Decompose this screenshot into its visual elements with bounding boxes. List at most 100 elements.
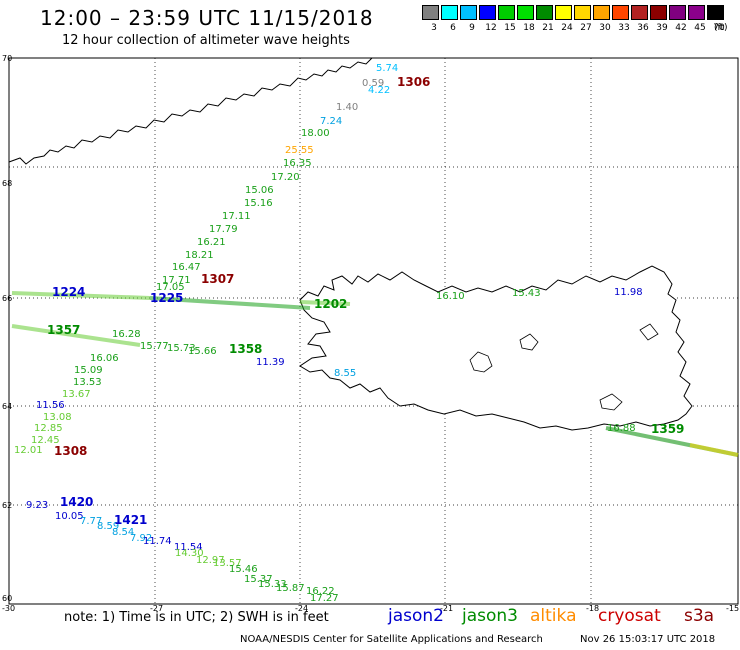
pass-number-label: 1224 <box>52 285 85 299</box>
colorbar-label: 21 <box>542 23 554 33</box>
axis-labels: 70 68 66 64 62 60 -30 -27 -24 -21 -18 -1… <box>2 54 739 613</box>
pass-number-label: 1202 <box>314 297 347 311</box>
lat-label-66: 66 <box>2 294 12 303</box>
satellite-track-segment <box>11 291 151 300</box>
wave-height-label: 15.66 <box>188 346 217 357</box>
wave-height-label: 16.22 <box>306 586 335 597</box>
colorbar-swatch <box>574 5 591 20</box>
lat-label-60: 60 <box>2 594 12 603</box>
pass-labels: 1306 1307 1308 1224 1225 1202 1358 1357 1420 1421… <box>47 75 684 527</box>
colorbar-label: 42 <box>675 23 687 33</box>
wave-height-label: 11.74 <box>143 536 172 547</box>
wave-height-label: 15.37 <box>244 574 273 585</box>
colorbar-label: 9 <box>469 23 475 33</box>
colorbar-swatch <box>536 5 553 20</box>
wave-height-label: 16.88 <box>607 423 636 434</box>
pass-number-label: 1225 <box>150 291 183 305</box>
colorbar-swatch <box>460 5 477 20</box>
satellite-track-segment <box>299 300 351 306</box>
colorbar-label: 18 <box>523 23 535 33</box>
pass-number-label: 1421 <box>114 513 147 527</box>
wave-height-label: 17.79 <box>209 224 238 235</box>
colorbar-label: 27 <box>580 23 592 33</box>
colorbar-unit: (ft) <box>714 23 728 33</box>
footer-timestamp: Nov 26 15:03:17 UTC 2018 <box>580 634 716 645</box>
colorbar-swatch <box>517 5 534 20</box>
wave-height-label: 10.05 <box>55 511 84 522</box>
pass-number-label: 1358 <box>229 342 262 356</box>
wave-height-label: 15.33 <box>258 579 287 590</box>
wave-height-label: 17.20 <box>271 172 300 183</box>
lon-label-30: -30 <box>2 604 15 613</box>
pass-number-label: 1306 <box>397 75 430 89</box>
wave-height-label: 0.59 <box>362 78 384 89</box>
wave-height-label: 4.22 <box>368 85 390 96</box>
colorbar-label: 3 <box>431 23 437 33</box>
wave-height-label: 13.53 <box>73 377 102 388</box>
wave-height-label: 11.39 <box>256 357 285 368</box>
wave-height-label: 16.35 <box>283 158 312 169</box>
colorbar-label: 6 <box>450 23 456 33</box>
wave-height-label: 7.24 <box>320 116 342 127</box>
colorbar-label: 30 <box>599 23 611 33</box>
wave-height-label: 17.11 <box>222 211 251 222</box>
greenland-coastline <box>8 57 373 165</box>
legend-jason2: jason2 <box>388 606 444 626</box>
colorbar-label: 39 <box>656 23 668 33</box>
pass-number-label: 1357 <box>47 323 80 337</box>
lat-label-62: 62 <box>2 501 12 510</box>
lat-label-64: 64 <box>2 402 12 411</box>
map-frame <box>8 57 739 605</box>
wave-height-label: 17.71 <box>162 275 191 286</box>
wave-height-label: 16.21 <box>197 237 226 248</box>
wave-height-label: 12.97 <box>196 555 225 566</box>
colorbar-label: 36 <box>637 23 649 33</box>
wave-height-label: 11.56 <box>36 400 65 411</box>
wave-height-label: 16.10 <box>436 291 465 302</box>
wave-height-label: 11.54 <box>174 542 203 553</box>
colorbar-swatch <box>669 5 686 20</box>
colorbar-swatch <box>441 5 458 20</box>
wave-height-label: 16.06 <box>90 353 119 364</box>
lake-outline <box>519 333 539 351</box>
wave-height-label: 25.55 <box>285 145 314 156</box>
wave-height-label: 9.23 <box>26 500 48 511</box>
glacier-outline <box>599 393 623 411</box>
note-text: note: 1) Time is in UTC; 2) SWH is in fe… <box>64 610 329 625</box>
colorbar-label: 24 <box>561 23 573 33</box>
wave-height-label: 12.45 <box>31 435 60 446</box>
colorbar-label: 15 <box>504 23 516 33</box>
wave-height-label: 1.40 <box>336 102 358 113</box>
pass-number-label: 1420 <box>60 495 93 509</box>
legend-jason3: jason3 <box>462 606 518 626</box>
wave-height-label: 16.47 <box>172 262 201 273</box>
wave-height-label: 17.27 <box>310 593 339 604</box>
wave-height-label: 7.77 <box>80 516 102 527</box>
lake-outline <box>469 351 493 373</box>
colorbar-label: 45 <box>694 23 706 33</box>
wave-height-label: 15.06 <box>245 185 274 196</box>
lon-label-24: -24 <box>295 604 308 613</box>
colorbar-label: 12 <box>485 23 497 33</box>
wave-height-label: 12.85 <box>34 423 63 434</box>
lat-label-70: 70 <box>2 54 12 63</box>
wave-height-label: 12.01 <box>14 445 43 456</box>
wave-height-label: 17.05 <box>156 282 185 293</box>
satellite-track-segment <box>689 443 739 457</box>
wave-height-label: 15.77 <box>140 341 169 352</box>
wave-height-label: 5.74 <box>376 63 398 74</box>
colorbar-swatch <box>479 5 496 20</box>
colorbar-swatch <box>593 5 610 20</box>
colorbar-swatch <box>707 5 724 20</box>
wave-height-label: 7.92 <box>130 533 152 544</box>
legend-s3a: s3a <box>684 606 715 626</box>
wave-height-label: 13.67 <box>62 389 91 400</box>
pass-number-label: 1307 <box>201 272 234 286</box>
wave-height-label: 13.08 <box>43 412 72 423</box>
wave-height-label: 15.73 <box>167 343 196 354</box>
colorbar-swatch <box>650 5 667 20</box>
colorbar-swatch <box>688 5 705 20</box>
wave-height-label: 15.87 <box>276 583 305 594</box>
colorbar-label: 33 <box>618 23 630 33</box>
